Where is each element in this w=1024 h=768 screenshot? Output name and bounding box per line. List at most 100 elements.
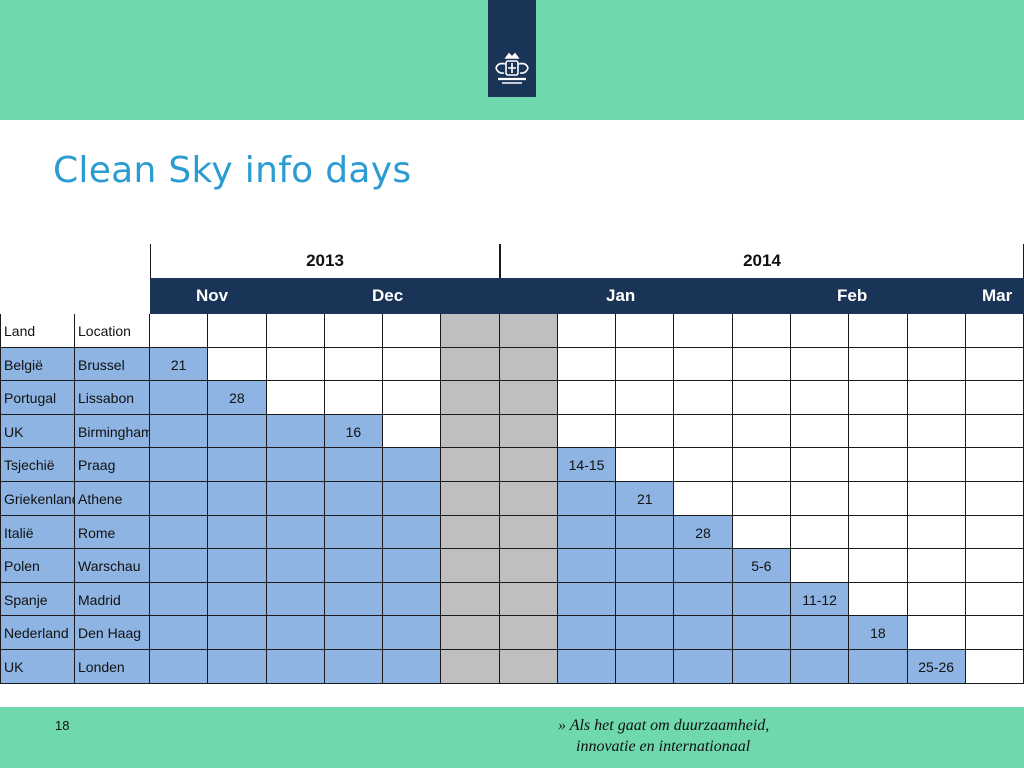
location-cell: Londen [75, 650, 150, 684]
week-cell [907, 347, 966, 382]
week-cell [383, 482, 442, 516]
location-cell: Rome [75, 515, 150, 550]
week-cell [383, 616, 442, 650]
week-cell [965, 414, 1024, 449]
week-cell [441, 549, 500, 583]
week-cell [674, 582, 733, 617]
week-cell [383, 515, 442, 550]
week-cell [208, 582, 267, 617]
week-cell [907, 414, 966, 449]
week-cell [907, 482, 966, 516]
week-cell [732, 347, 791, 382]
week-cell [790, 347, 850, 382]
land-cell: Nederland [0, 616, 75, 650]
week-cell [383, 549, 442, 583]
week-cell [441, 616, 500, 650]
week-cell [849, 515, 908, 550]
week-cell [266, 549, 325, 583]
week-cell [732, 314, 791, 348]
week-cell [499, 549, 558, 583]
date-cell: 28 [674, 515, 733, 550]
week-cell [441, 650, 500, 684]
week-cell [790, 314, 850, 348]
week-cell [907, 549, 966, 583]
land-cell: België [0, 347, 75, 382]
week-cell [790, 515, 850, 550]
week-cell [150, 414, 209, 449]
week-cell [674, 347, 733, 382]
week-cell [150, 616, 209, 650]
week-cell [150, 582, 209, 617]
week-cell [616, 314, 675, 348]
land-cell: UK [0, 650, 75, 684]
week-cell [499, 448, 558, 482]
week-cell [324, 650, 384, 684]
page-title: Clean Sky info days [53, 150, 412, 191]
week-cell [732, 381, 791, 415]
week-cell [324, 347, 384, 382]
week-cell [849, 314, 908, 348]
week-cell [616, 549, 675, 583]
week-cell [324, 314, 384, 348]
week-cell [849, 650, 908, 684]
crest-emblem-icon [495, 52, 529, 84]
week-cell [674, 414, 733, 449]
week-cell [849, 381, 908, 415]
week-cell [441, 482, 500, 516]
location-cell: Madrid [75, 582, 150, 617]
week-cell [557, 381, 617, 415]
week-cell [616, 616, 675, 650]
week-cell [324, 448, 384, 482]
week-cell [616, 347, 675, 382]
month-label: Feb [837, 286, 868, 305]
date-cell: 11-12 [790, 582, 850, 617]
week-cell [965, 347, 1024, 382]
tagline-line-2: innovatie en internationaal [576, 738, 751, 755]
week-cell [324, 482, 384, 516]
week-cell [324, 381, 384, 415]
year-header: 2014 [500, 244, 1024, 278]
month-label: Dec [372, 286, 404, 305]
week-cell [208, 549, 267, 583]
date-cell: 25-26 [907, 650, 966, 684]
land-cell: Spanje [0, 582, 75, 617]
date-cell: 21 [150, 347, 209, 382]
week-cell [208, 650, 267, 684]
week-cell [150, 515, 209, 550]
location-cell: Den Haag [75, 616, 150, 650]
week-cell [499, 650, 558, 684]
week-cell [849, 448, 908, 482]
week-cell [907, 515, 966, 550]
week-cell [441, 515, 500, 550]
week-cell [557, 515, 617, 550]
week-cell [208, 414, 267, 449]
week-cell [965, 482, 1024, 516]
week-cell [441, 314, 500, 348]
location-cell: Praag [75, 448, 150, 482]
date-cell: 28 [208, 381, 267, 415]
week-cell [150, 650, 209, 684]
week-cell [790, 650, 850, 684]
week-cell [499, 482, 558, 516]
week-cell [732, 515, 791, 550]
week-cell [732, 650, 791, 684]
week-cell [965, 650, 1024, 684]
week-cell [790, 448, 850, 482]
week-cell [732, 414, 791, 449]
week-cell [383, 381, 442, 415]
week-cell [674, 616, 733, 650]
week-cell [965, 515, 1024, 550]
date-cell: 14-15 [557, 448, 617, 482]
week-cell [208, 515, 267, 550]
week-cell [208, 616, 267, 650]
week-cell [499, 381, 558, 415]
week-cell [499, 314, 558, 348]
land-cell: UK [0, 414, 75, 449]
week-cell [557, 616, 617, 650]
week-cell [790, 414, 850, 449]
week-cell [965, 381, 1024, 415]
week-cell [557, 347, 617, 382]
week-cell [383, 414, 442, 449]
week-cell [616, 414, 675, 449]
week-cell [557, 582, 617, 617]
